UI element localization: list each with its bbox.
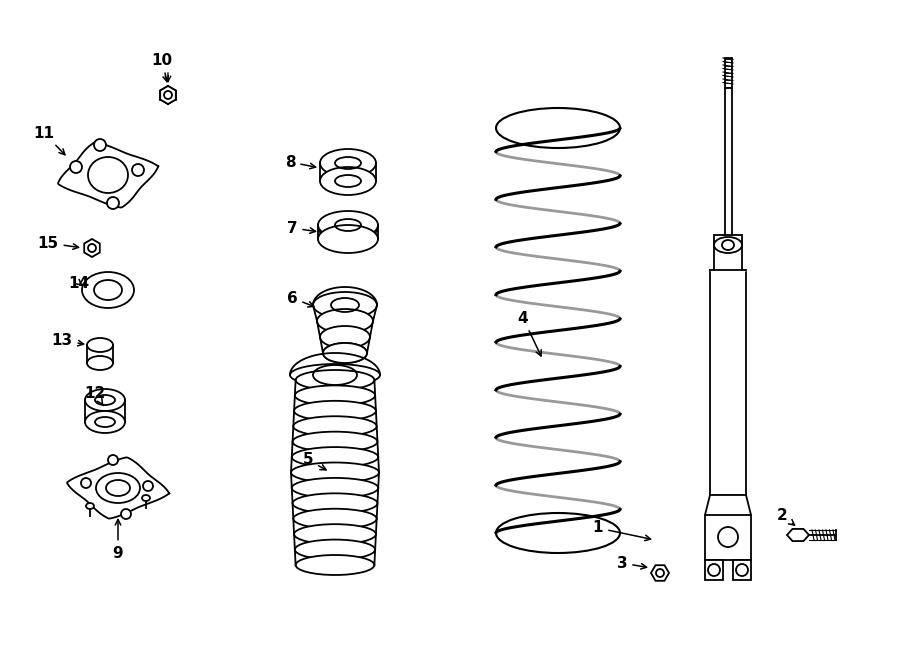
Ellipse shape xyxy=(82,272,134,308)
Ellipse shape xyxy=(323,343,367,363)
Ellipse shape xyxy=(313,292,377,318)
Ellipse shape xyxy=(318,211,378,239)
Ellipse shape xyxy=(295,555,374,575)
Ellipse shape xyxy=(94,139,106,151)
Bar xyxy=(705,560,723,580)
Polygon shape xyxy=(68,457,169,518)
Ellipse shape xyxy=(320,149,376,177)
Ellipse shape xyxy=(290,364,380,386)
Ellipse shape xyxy=(292,447,378,467)
Ellipse shape xyxy=(70,161,82,173)
Ellipse shape xyxy=(291,463,379,483)
Text: 12: 12 xyxy=(85,385,105,406)
Ellipse shape xyxy=(718,527,738,547)
Ellipse shape xyxy=(292,478,378,498)
Text: 10: 10 xyxy=(151,52,173,81)
Ellipse shape xyxy=(320,167,376,195)
Ellipse shape xyxy=(320,326,370,348)
Ellipse shape xyxy=(317,309,373,333)
Polygon shape xyxy=(160,86,176,104)
Ellipse shape xyxy=(121,509,131,519)
Ellipse shape xyxy=(295,540,375,559)
Ellipse shape xyxy=(292,493,377,513)
Text: 9: 9 xyxy=(112,520,123,561)
Ellipse shape xyxy=(107,197,119,209)
Text: 2: 2 xyxy=(777,508,795,525)
Bar xyxy=(710,270,746,495)
Text: 5: 5 xyxy=(302,453,326,470)
Bar xyxy=(705,515,751,560)
Ellipse shape xyxy=(323,343,367,363)
Text: 15: 15 xyxy=(38,236,78,250)
Text: 14: 14 xyxy=(68,275,90,291)
Polygon shape xyxy=(58,142,158,208)
Ellipse shape xyxy=(293,509,377,529)
Bar xyxy=(725,58,732,88)
Ellipse shape xyxy=(292,432,377,451)
Bar xyxy=(733,560,751,580)
Text: 6: 6 xyxy=(286,291,314,307)
Text: 13: 13 xyxy=(51,332,84,348)
Ellipse shape xyxy=(132,164,144,176)
Text: 11: 11 xyxy=(33,126,65,155)
Ellipse shape xyxy=(87,356,113,370)
Ellipse shape xyxy=(85,411,125,433)
Ellipse shape xyxy=(714,237,742,253)
Polygon shape xyxy=(313,287,377,305)
Ellipse shape xyxy=(293,416,377,436)
Polygon shape xyxy=(160,86,176,104)
Ellipse shape xyxy=(295,370,374,390)
Ellipse shape xyxy=(736,564,748,576)
Polygon shape xyxy=(290,353,380,375)
Polygon shape xyxy=(787,529,809,541)
Ellipse shape xyxy=(87,338,113,352)
Ellipse shape xyxy=(108,455,118,465)
Ellipse shape xyxy=(318,225,378,253)
Ellipse shape xyxy=(294,401,376,421)
Ellipse shape xyxy=(85,389,125,411)
Polygon shape xyxy=(318,225,378,245)
Ellipse shape xyxy=(86,503,94,509)
Polygon shape xyxy=(651,565,669,581)
Ellipse shape xyxy=(294,524,376,544)
Ellipse shape xyxy=(81,478,91,488)
Ellipse shape xyxy=(143,481,153,491)
Ellipse shape xyxy=(708,564,720,576)
Ellipse shape xyxy=(96,473,140,503)
Text: 8: 8 xyxy=(284,154,316,169)
Ellipse shape xyxy=(295,385,375,405)
Text: 1: 1 xyxy=(593,520,651,541)
Polygon shape xyxy=(85,239,100,257)
Polygon shape xyxy=(705,495,751,515)
Bar xyxy=(725,88,732,255)
Text: 3: 3 xyxy=(616,555,646,571)
Text: 7: 7 xyxy=(287,220,316,236)
Bar xyxy=(714,235,742,270)
Text: 4: 4 xyxy=(518,310,541,356)
Ellipse shape xyxy=(142,495,150,501)
